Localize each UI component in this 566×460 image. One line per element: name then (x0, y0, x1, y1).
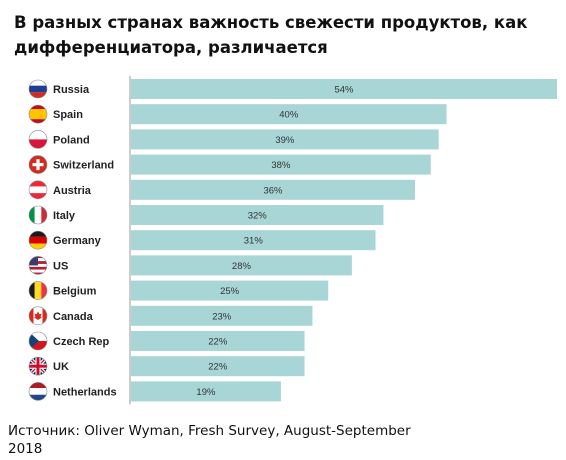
bar-row: Netherlands 19% (28, 381, 281, 402)
value-label: 28% (232, 261, 252, 272)
value-label: 36% (263, 185, 283, 196)
flag-uk-icon (28, 356, 48, 376)
value-label: 39% (275, 135, 295, 146)
flag-switzerland-icon (28, 155, 48, 174)
value-label: 25% (220, 286, 240, 297)
category-label: Canada (53, 311, 94, 323)
category-label: Italy (53, 210, 76, 222)
bar-row: Russia 54% (28, 79, 557, 99)
bar (131, 129, 439, 150)
category-label: Austria (53, 185, 92, 197)
value-label: 22% (208, 362, 228, 373)
source-note: Источник: Oliver Wyman, Fresh Survey, Au… (8, 423, 411, 457)
bar (131, 154, 431, 175)
bar-row: Czech Rep 22% (28, 331, 305, 351)
bar (131, 205, 384, 225)
category-label: Russia (53, 84, 90, 96)
bar (131, 381, 281, 402)
bar-row: Belgium 25% (28, 280, 329, 301)
value-label: 31% (244, 236, 264, 247)
flag-russia-icon (28, 79, 48, 99)
flag-belgium-icon (28, 281, 48, 300)
bar-row: US 28% (28, 255, 352, 276)
bar-row: Germany 31% (28, 230, 376, 251)
bar (131, 331, 305, 351)
bar-chart: Russia 54% Spain 40% Poland 39% Switzerland 38%… (28, 76, 557, 405)
bar-row: Italy 32% (28, 205, 384, 225)
value-label: 32% (248, 211, 268, 222)
bar (131, 305, 313, 326)
chart-title: В разных странах важность свежести проду… (14, 13, 528, 57)
bar (131, 356, 305, 377)
bar (131, 104, 447, 125)
category-label: Spain (53, 109, 83, 121)
value-label: 54% (334, 85, 354, 96)
flag-us-icon (28, 256, 48, 275)
bar (131, 255, 352, 276)
category-label: Germany (53, 235, 102, 247)
bar-row: Canada 23% (28, 305, 313, 326)
flag-austria-icon (28, 180, 48, 200)
flag-spain-icon (28, 104, 48, 124)
category-label: Czech Rep (53, 336, 110, 348)
category-label: US (53, 260, 68, 272)
value-label: 38% (271, 160, 291, 171)
category-label: Switzerland (53, 160, 114, 172)
value-label: 40% (279, 110, 299, 121)
bar-row: UK 22% (28, 356, 305, 377)
flag-canada-icon (28, 306, 48, 326)
value-label: 23% (212, 311, 232, 322)
bar (131, 280, 329, 301)
flag-poland-icon (28, 130, 48, 149)
bar (131, 79, 557, 99)
category-label: Belgium (53, 286, 97, 298)
category-label: Netherlands (53, 386, 117, 398)
bar-row: Switzerland 38% (28, 154, 431, 175)
category-label: Poland (53, 134, 90, 146)
flag-czech-icon (28, 331, 48, 351)
bar-row: Poland 39% (28, 129, 439, 150)
value-label: 19% (196, 387, 216, 398)
flag-germany-icon (28, 230, 48, 250)
bar (131, 230, 376, 251)
bar-row: Austria 36% (28, 179, 415, 200)
bar-row: Spain 40% (28, 104, 447, 125)
flag-netherlands-icon (28, 382, 48, 401)
category-label: UK (53, 361, 69, 373)
value-label: 22% (208, 337, 228, 348)
bar (131, 179, 415, 200)
flag-italy-icon (28, 205, 48, 225)
